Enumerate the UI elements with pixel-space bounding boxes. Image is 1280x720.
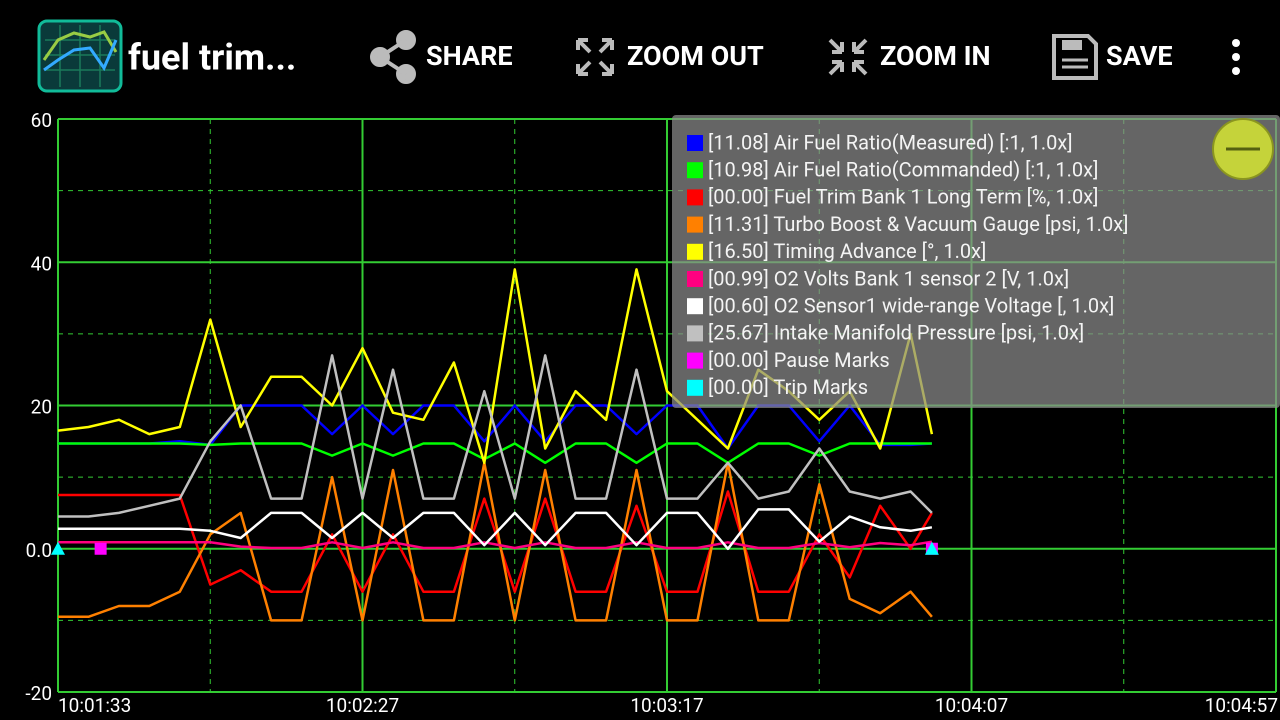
x-tick-label: 10:01:33 — [58, 694, 131, 717]
x-tick-label: 10:04:57 — [1205, 694, 1278, 717]
save-label: SAVE — [1106, 40, 1173, 72]
legend-swatch — [687, 352, 703, 369]
legend-label: [00.00] Fuel Trim Bank 1 Long Term [%, 1… — [708, 185, 1098, 209]
share-label: SHARE — [426, 40, 513, 72]
save-button[interactable]: SAVE — [1052, 34, 1173, 80]
legend-swatch — [687, 135, 703, 151]
series-line — [58, 540, 933, 550]
legend-swatch — [687, 189, 703, 206]
zoom-in-button[interactable]: ZOOM IN — [828, 38, 991, 76]
y-tick-label: -20 — [25, 682, 52, 705]
legend-label: [11.08] Air Fuel Ratio(Measured) [:1, 1.… — [708, 130, 1073, 154]
legend-swatch — [687, 379, 703, 396]
trip-mark — [924, 541, 939, 555]
legend-label: [10.98] Air Fuel Ratio(Commanded) [:1, 1… — [708, 157, 1098, 181]
legend: [11.08] Air Fuel Ratio(Measured) [:1, 1.… — [672, 115, 1280, 408]
legend-swatch — [687, 271, 703, 287]
save-icon-slot — [1062, 40, 1082, 50]
collapse-legend-button[interactable] — [1212, 118, 1274, 180]
pause-mark — [94, 542, 107, 555]
trip-mark — [51, 541, 65, 555]
legend-box — [672, 115, 1280, 408]
legend-label: [00.99] O2 Volts Bank 1 sensor 2 [V, 1.0… — [708, 266, 1069, 290]
legend-swatch — [687, 162, 703, 179]
legend-label: [11.31] Turbo Boost & Vacuum Gauge [psi,… — [708, 212, 1128, 236]
legend-label: [16.50] Timing Advance [°, 1.0x] — [708, 239, 986, 263]
icon-grid — [45, 25, 115, 87]
legend-label: [00.00] Trip Marks — [708, 375, 868, 399]
y-tick-label: 60 — [31, 109, 52, 132]
x-tick-label: 10:02:27 — [326, 694, 399, 717]
zoom-in-label: ZOOM IN — [880, 40, 991, 72]
series-line — [58, 354, 933, 518]
series-line — [58, 461, 933, 622]
icon-line — [42, 30, 118, 61]
x-tick-label: 10:03:17 — [630, 694, 703, 717]
legend-label: [25.67] Intake Manifold Pressure [psi, 1… — [708, 321, 1084, 345]
share-icon — [370, 30, 416, 84]
save-icon — [1052, 34, 1098, 80]
share-button[interactable]: SHARE — [370, 30, 513, 84]
save-icon-lines — [1062, 58, 1088, 69]
overflow-menu[interactable] — [1232, 39, 1240, 75]
zoom-in-icon — [828, 38, 868, 76]
y-tick-label: 0.0 — [26, 539, 52, 562]
plot: -20 0.0 20 40 60 10:01:33 10:02:27 10:03:17 10:0… — [25, 109, 1280, 717]
legend-swatch — [687, 325, 703, 342]
legend-label: [00.60] O2 Sensor1 wide-range Voltage [,… — [708, 293, 1114, 317]
legend-swatch — [687, 243, 703, 260]
icon-line — [43, 39, 118, 72]
y-tick-label: 40 — [31, 252, 52, 275]
legend-label: [00.00] Pause Marks — [708, 348, 890, 372]
series-line — [58, 442, 932, 465]
app-title: fuel trim... — [128, 37, 296, 79]
x-tick-label: 10:04:07 — [935, 694, 1008, 717]
zoom-out-button[interactable]: ZOOM OUT — [576, 38, 764, 76]
app-icon[interactable] — [37, 19, 123, 93]
zoom-out-label: ZOOM OUT — [627, 40, 764, 72]
series-line — [58, 508, 933, 551]
legend-swatch — [687, 216, 703, 233]
zoom-out-icon — [576, 38, 614, 76]
y-tick-label: 20 — [31, 396, 52, 419]
legend-swatch — [687, 298, 703, 315]
